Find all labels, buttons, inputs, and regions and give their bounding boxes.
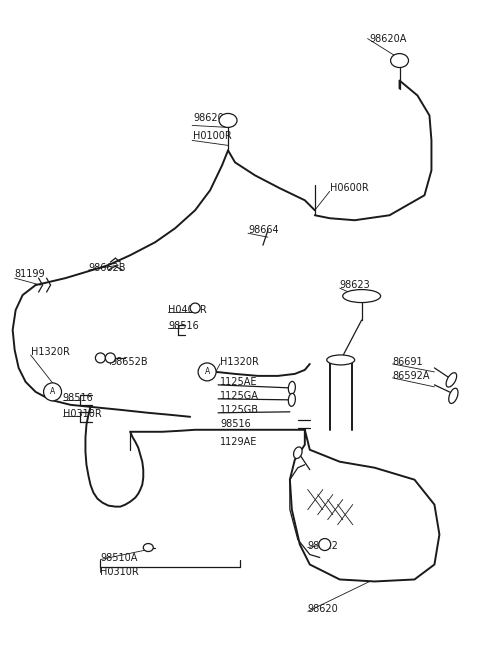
Text: 98664: 98664 (248, 225, 278, 235)
Text: 1125GA: 1125GA (220, 391, 259, 401)
Text: 98620A: 98620A (193, 113, 230, 123)
Text: 98516: 98516 (168, 321, 199, 331)
Text: A: A (204, 367, 210, 377)
Text: 98516: 98516 (62, 393, 93, 403)
Circle shape (198, 363, 216, 381)
Ellipse shape (446, 373, 456, 387)
Text: H0310R: H0310R (100, 567, 139, 578)
Ellipse shape (288, 394, 295, 406)
Text: 1125AE: 1125AE (220, 377, 258, 387)
Circle shape (106, 353, 115, 363)
Circle shape (96, 353, 106, 363)
Text: 98623: 98623 (340, 280, 371, 290)
Ellipse shape (327, 355, 355, 365)
Text: 1125GB: 1125GB (220, 405, 259, 415)
Text: 98516: 98516 (220, 419, 251, 429)
Text: H0600R: H0600R (330, 183, 369, 193)
Text: H1320R: H1320R (220, 357, 259, 367)
Ellipse shape (294, 447, 302, 458)
Circle shape (319, 538, 331, 550)
Text: H0310R: H0310R (62, 409, 101, 419)
Ellipse shape (219, 113, 237, 128)
Text: 98620A: 98620A (370, 33, 407, 44)
Text: 98510A: 98510A (100, 553, 138, 563)
Text: A: A (50, 387, 55, 396)
Ellipse shape (449, 388, 458, 403)
Text: 98620: 98620 (308, 605, 338, 614)
Text: 1129AE: 1129AE (220, 437, 257, 447)
Ellipse shape (343, 290, 381, 303)
Ellipse shape (288, 381, 295, 394)
Text: H1320R: H1320R (31, 347, 70, 357)
Ellipse shape (391, 54, 408, 67)
Text: 98662B: 98662B (88, 263, 126, 273)
Ellipse shape (144, 544, 153, 552)
Text: H0100R: H0100R (193, 132, 232, 141)
Text: 98622: 98622 (308, 540, 339, 551)
Text: H0400R: H0400R (168, 305, 207, 315)
Text: 86592A: 86592A (393, 371, 430, 381)
Text: 86691: 86691 (393, 357, 423, 367)
Text: 81199: 81199 (15, 269, 45, 279)
Circle shape (44, 383, 61, 401)
Circle shape (190, 303, 200, 313)
Text: 98652B: 98652B (110, 357, 148, 367)
